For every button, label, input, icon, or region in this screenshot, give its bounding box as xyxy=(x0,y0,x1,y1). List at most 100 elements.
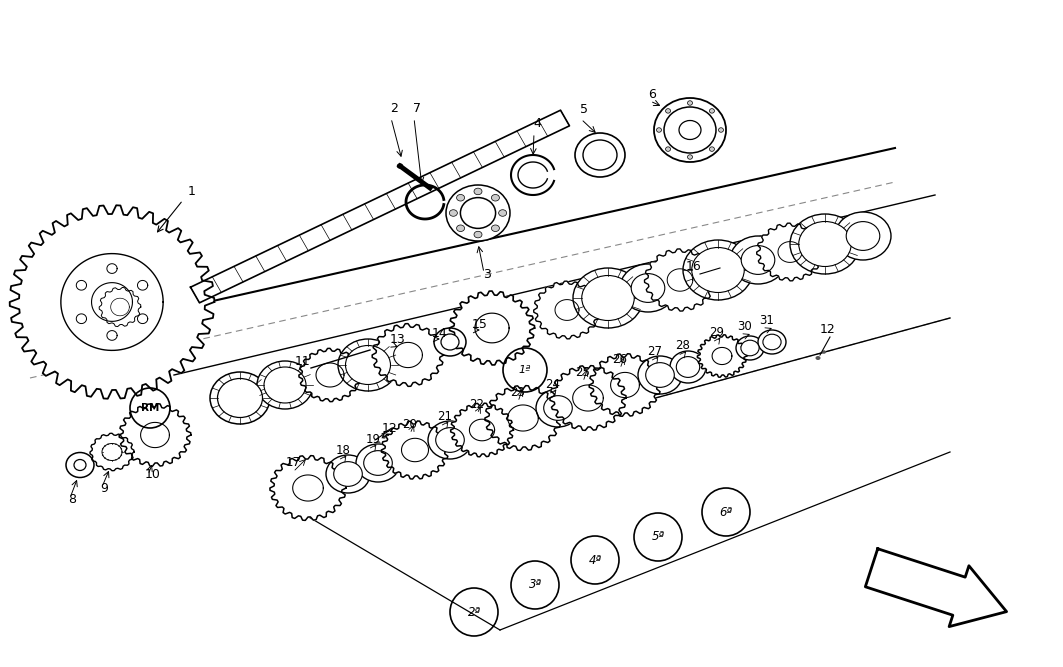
Text: 23: 23 xyxy=(510,386,525,399)
Ellipse shape xyxy=(763,334,781,350)
Ellipse shape xyxy=(709,109,714,113)
Text: 7: 7 xyxy=(414,102,421,115)
Text: 12: 12 xyxy=(820,323,836,336)
Ellipse shape xyxy=(665,109,671,113)
Polygon shape xyxy=(90,434,134,471)
Text: 4ª: 4ª xyxy=(589,554,602,566)
Text: 30: 30 xyxy=(738,320,753,333)
Ellipse shape xyxy=(692,247,744,293)
Ellipse shape xyxy=(382,436,386,439)
Ellipse shape xyxy=(491,195,500,201)
Polygon shape xyxy=(119,404,191,466)
Text: 17: 17 xyxy=(286,456,301,469)
Text: 11: 11 xyxy=(296,355,310,368)
Text: 18: 18 xyxy=(336,444,351,457)
Ellipse shape xyxy=(326,455,370,493)
Polygon shape xyxy=(534,281,601,339)
Ellipse shape xyxy=(790,214,860,274)
Ellipse shape xyxy=(364,451,392,476)
Text: 25: 25 xyxy=(575,366,590,379)
Ellipse shape xyxy=(670,351,706,383)
Text: 2ª: 2ª xyxy=(468,606,480,618)
Text: 9: 9 xyxy=(100,482,107,495)
Ellipse shape xyxy=(736,336,764,360)
Text: 15: 15 xyxy=(472,318,488,331)
Ellipse shape xyxy=(491,225,500,231)
Polygon shape xyxy=(372,323,444,386)
Ellipse shape xyxy=(264,367,306,403)
Text: 14: 14 xyxy=(432,327,448,340)
Ellipse shape xyxy=(665,147,671,151)
Ellipse shape xyxy=(457,225,465,231)
Ellipse shape xyxy=(664,107,716,153)
Text: 22: 22 xyxy=(470,398,485,411)
Ellipse shape xyxy=(583,140,617,170)
Ellipse shape xyxy=(815,356,821,360)
Text: 4: 4 xyxy=(533,117,541,130)
Ellipse shape xyxy=(638,356,682,394)
Text: 6ª: 6ª xyxy=(720,506,732,518)
Text: 21: 21 xyxy=(438,410,453,423)
Text: 5ª: 5ª xyxy=(652,530,664,544)
Ellipse shape xyxy=(676,357,699,378)
Ellipse shape xyxy=(645,363,674,388)
Text: 5: 5 xyxy=(580,103,588,116)
Polygon shape xyxy=(644,249,715,311)
Ellipse shape xyxy=(836,212,891,260)
Polygon shape xyxy=(270,456,347,520)
Ellipse shape xyxy=(741,340,759,356)
Ellipse shape xyxy=(688,155,692,159)
Ellipse shape xyxy=(543,396,572,420)
Text: 16: 16 xyxy=(686,260,702,273)
Ellipse shape xyxy=(657,128,661,132)
Polygon shape xyxy=(550,366,626,430)
Ellipse shape xyxy=(474,231,482,238)
Ellipse shape xyxy=(581,275,635,321)
Polygon shape xyxy=(299,348,361,402)
Polygon shape xyxy=(450,291,535,365)
Text: 2: 2 xyxy=(390,102,398,115)
Polygon shape xyxy=(190,110,570,303)
Ellipse shape xyxy=(631,273,664,302)
Ellipse shape xyxy=(398,164,403,168)
Polygon shape xyxy=(10,205,215,399)
Ellipse shape xyxy=(436,428,465,452)
Ellipse shape xyxy=(375,441,381,445)
Polygon shape xyxy=(865,549,1007,626)
Polygon shape xyxy=(589,354,661,416)
Ellipse shape xyxy=(356,444,400,482)
Ellipse shape xyxy=(345,346,390,384)
Polygon shape xyxy=(757,223,824,281)
Text: 1ª: 1ª xyxy=(519,365,532,375)
Polygon shape xyxy=(485,386,561,450)
Text: 20: 20 xyxy=(403,418,418,431)
Ellipse shape xyxy=(709,147,714,151)
Ellipse shape xyxy=(846,221,880,250)
Ellipse shape xyxy=(441,334,459,350)
Text: 1: 1 xyxy=(188,185,196,198)
Text: 3: 3 xyxy=(483,268,491,281)
Ellipse shape xyxy=(460,197,495,228)
Ellipse shape xyxy=(338,339,398,391)
Ellipse shape xyxy=(446,185,510,241)
Ellipse shape xyxy=(684,240,753,300)
Text: 29: 29 xyxy=(709,326,725,339)
Ellipse shape xyxy=(575,133,625,177)
Ellipse shape xyxy=(573,268,643,328)
Polygon shape xyxy=(382,421,449,479)
Text: 28: 28 xyxy=(676,339,691,352)
Ellipse shape xyxy=(450,209,457,216)
Text: 19: 19 xyxy=(366,433,381,446)
Ellipse shape xyxy=(74,460,86,470)
Ellipse shape xyxy=(719,128,724,132)
Ellipse shape xyxy=(688,101,692,105)
Text: 8: 8 xyxy=(68,493,75,506)
Ellipse shape xyxy=(474,188,482,195)
Text: 10: 10 xyxy=(145,468,161,481)
Ellipse shape xyxy=(434,328,466,356)
Polygon shape xyxy=(697,335,746,378)
Ellipse shape xyxy=(457,195,465,201)
Ellipse shape xyxy=(334,462,362,486)
Text: 3ª: 3ª xyxy=(528,578,541,592)
Ellipse shape xyxy=(730,236,786,284)
